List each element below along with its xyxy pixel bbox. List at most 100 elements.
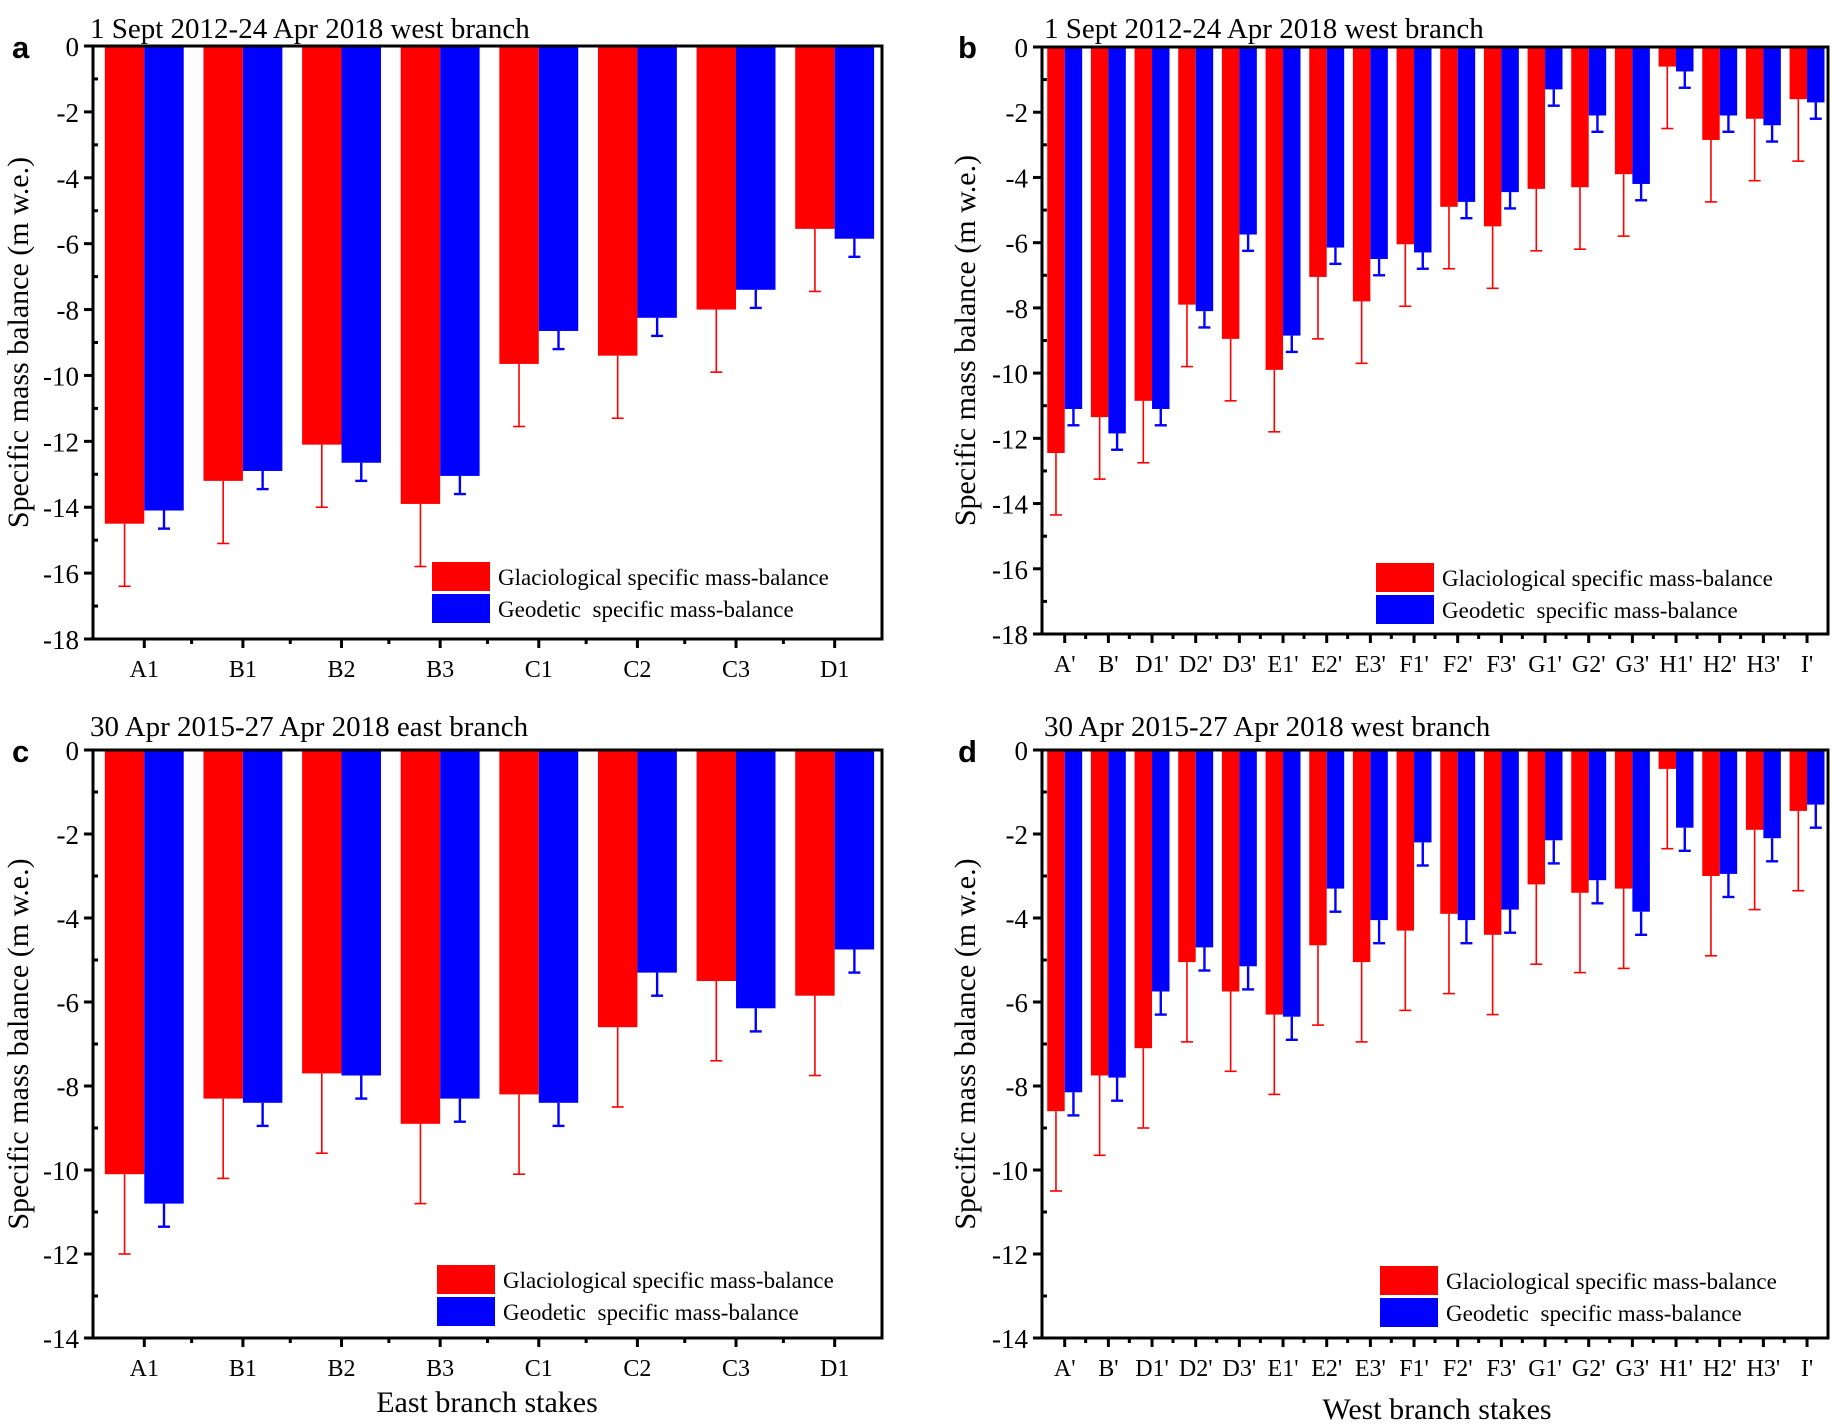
glaciological-bar-H1p	[1658, 47, 1677, 67]
x-tick-label: C1	[525, 657, 553, 683]
legend-swatch-glaciological	[1380, 1266, 1438, 1295]
y-tick-label: -6	[57, 988, 80, 1018]
glaciological-bar-F2p	[1440, 750, 1458, 914]
legend-swatch-geodetic	[1380, 1298, 1438, 1327]
glaciological-bar-G1p	[1527, 750, 1546, 885]
y-tick-label: 0	[66, 32, 80, 62]
geodetic-bar-E2p	[1326, 750, 1345, 889]
legend-swatch-glaciological	[432, 562, 490, 591]
y-tick-label: -14	[43, 1324, 79, 1354]
geodetic-bar-D1	[834, 46, 875, 239]
x-tick-label: H2'	[1703, 652, 1737, 678]
y-tick-label: -2	[1006, 98, 1029, 128]
y-tick-label: -2	[57, 820, 80, 850]
geodetic-bar-B3	[440, 750, 480, 1099]
x-tick-label: H1'	[1659, 1356, 1693, 1382]
panel-letter: b	[958, 30, 977, 65]
glaciological-bar-G2p	[1571, 750, 1589, 893]
chart-title: 30 Apr 2015-27 Apr 2018 east branch	[90, 711, 529, 743]
legend-label-geodetic: Geodetic specific mass-balance	[1442, 598, 1738, 623]
glaciological-bar-B1	[203, 46, 243, 481]
x-tick-label: C3	[722, 1356, 750, 1382]
x-tick-label: I'	[1801, 1356, 1813, 1382]
geodetic-bar-F1p	[1414, 47, 1432, 253]
legend-swatch-glaciological	[1376, 563, 1434, 592]
x-tick-label: D1	[820, 1356, 849, 1382]
glaciological-bar-Bp	[1090, 750, 1109, 1076]
x-tick-label: C2	[623, 1356, 651, 1382]
legend-label-glaciological: Glaciological specific mass-balance	[498, 565, 829, 590]
y-axis-label: Specific mass balance (m w.e.)	[949, 858, 982, 1229]
geodetic-bar-D3p	[1239, 750, 1257, 967]
x-tick-label: F3'	[1487, 1356, 1517, 1382]
x-tick-label: B'	[1098, 1356, 1118, 1382]
glaciological-bar-F3p	[1483, 47, 1502, 227]
legend-label-glaciological: Glaciological specific mass-balance	[1446, 1269, 1777, 1294]
x-axis-label: West branch stakes	[1322, 1393, 1551, 1424]
x-tick-label: E1'	[1268, 652, 1299, 678]
geodetic-bar-B2	[341, 750, 381, 1076]
geodetic-bar-D1p	[1152, 750, 1170, 992]
glaciological-bar-D1p	[1134, 47, 1153, 401]
x-tick-label: D1	[820, 657, 849, 683]
y-tick-label: 0	[66, 736, 80, 766]
y-tick-label: -2	[1006, 820, 1029, 850]
glaciological-bar-E3p	[1352, 47, 1371, 302]
x-tick-label: C2	[623, 657, 651, 683]
glaciological-bar-Ip	[1789, 750, 1808, 811]
x-tick-label: D3'	[1223, 1356, 1257, 1382]
x-tick-label: A1	[130, 657, 159, 683]
x-tick-label: B3	[426, 657, 454, 683]
glaciological-bar-F3p	[1483, 750, 1502, 935]
glaciological-bar-A1	[104, 750, 145, 1175]
geodetic-bar-E3p	[1370, 47, 1388, 259]
geodetic-bar-C2	[637, 46, 677, 318]
glaciological-bar-B1	[203, 750, 243, 1099]
geodetic-bar-C1	[538, 750, 579, 1103]
y-tick-label: -8	[57, 1072, 80, 1102]
x-tick-label: G2'	[1572, 1356, 1606, 1382]
legend-swatch-geodetic	[432, 594, 490, 623]
geodetic-bar-D2p	[1195, 47, 1214, 312]
glaciological-bar-B3	[400, 750, 441, 1124]
legend: Glaciological specific mass-balance Geode…	[1380, 1266, 1777, 1327]
y-tick-label: -2	[57, 98, 80, 128]
geodetic-bar-Ap	[1064, 750, 1083, 1093]
glaciological-bar-D1	[795, 46, 835, 229]
glaciological-bar-E1p	[1265, 750, 1284, 1015]
geodetic-bar-Ip	[1807, 750, 1825, 805]
x-tick-label: D3'	[1223, 652, 1257, 678]
glaciological-bar-B2	[302, 46, 342, 445]
x-tick-label: B1	[229, 1356, 257, 1382]
glaciological-bar-C3	[696, 46, 737, 310]
y-tick-label: -8	[1006, 294, 1029, 324]
glaciological-bar-G3p	[1614, 750, 1633, 889]
x-tick-label: D2'	[1179, 1356, 1213, 1382]
glaciological-bar-Bp	[1090, 47, 1109, 418]
geodetic-bar-G2p	[1588, 47, 1607, 116]
geodetic-bar-H3p	[1763, 47, 1781, 126]
y-tick-label: -4	[57, 904, 80, 934]
panel-c: c 30 Apr 2015-27 Apr 2018 east branch Spec…	[2, 711, 884, 1419]
x-tick-label: B'	[1098, 652, 1118, 678]
geodetic-bar-Ap	[1064, 47, 1083, 409]
geodetic-bar-G3p	[1632, 750, 1650, 912]
chart-title: 30 Apr 2015-27 Apr 2018 west branch	[1044, 711, 1491, 743]
glaciological-bar-D3p	[1221, 47, 1240, 339]
x-tick-label: A'	[1054, 652, 1076, 678]
x-tick-label: E1'	[1268, 1356, 1299, 1382]
y-tick-label: 0	[1015, 736, 1029, 766]
glaciological-bar-D1p	[1134, 750, 1153, 1049]
y-tick-label: -12	[43, 427, 79, 457]
glaciological-bar-F1p	[1396, 750, 1415, 931]
geodetic-bar-E3p	[1370, 750, 1388, 921]
geodetic-bar-D2p	[1195, 750, 1214, 948]
legend-label-glaciological: Glaciological specific mass-balance	[1442, 566, 1773, 591]
glaciological-bar-E2p	[1309, 47, 1327, 277]
y-tick-label: -10	[992, 359, 1028, 389]
glaciological-bar-F1p	[1396, 47, 1415, 245]
glaciological-bar-E2p	[1309, 750, 1327, 946]
y-tick-label: -12	[43, 1240, 79, 1270]
geodetic-bar-E2p	[1326, 47, 1345, 248]
x-tick-label: B2	[328, 657, 356, 683]
